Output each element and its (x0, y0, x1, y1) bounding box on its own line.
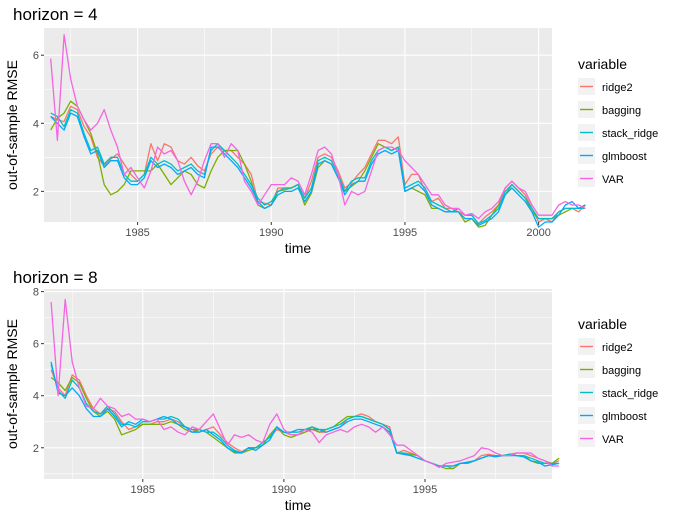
legend-label: stack_ridge (602, 388, 658, 400)
legend-label: VAR (602, 174, 624, 186)
series-line-VAR (50, 298, 560, 468)
series-line-bagging (50, 100, 586, 228)
legend-label: glmboost (602, 411, 647, 423)
chart-panel-2: horizon = 8 1985 1990 1995 2 4 6 8 time out-of-sa… (4, 268, 658, 513)
x-tick-label: 1990 (272, 484, 296, 496)
y-tick-label: 2 (33, 443, 39, 455)
y-tick-label: 4 (33, 118, 39, 130)
y-tick-label: 6 (33, 339, 39, 351)
legend-label: ridge2 (602, 342, 633, 354)
chart-title: horizon = 8 (13, 268, 98, 287)
x-tick-label: 1995 (393, 227, 417, 239)
legend-title: variable (578, 316, 627, 332)
x-tick-label: 1995 (413, 484, 437, 496)
chart-panel-1: horizon = 4 1985 1990 1995 2000 2 4 6 time out-of… (4, 5, 658, 256)
series-line-stack_ridge (50, 109, 586, 225)
y-tick-label: 6 (33, 50, 39, 62)
x-axis-title: time (285, 240, 312, 256)
x-tick-label: 1990 (259, 227, 283, 239)
y-axis-title: out-of-sample RMSE (4, 60, 20, 190)
legend-label: VAR (602, 434, 624, 446)
x-tick-label: 1985 (125, 227, 149, 239)
y-tick-label: 4 (33, 391, 39, 403)
x-axis-title: time (285, 497, 312, 513)
x-tick-label: 1985 (131, 484, 155, 496)
plot-background (44, 28, 552, 222)
legend-label: glmboost (602, 151, 647, 163)
legend-title: variable (578, 56, 627, 72)
y-tick-label: 2 (33, 186, 39, 198)
series-line-VAR (50, 34, 586, 220)
x-tick-label: 2000 (526, 227, 550, 239)
y-tick-label: 8 (33, 287, 39, 299)
legend-label: ridge2 (602, 82, 633, 94)
chart-title: horizon = 4 (13, 5, 98, 24)
legend-label: bagging (602, 105, 641, 117)
legend-label: stack_ridge (602, 128, 658, 140)
legend-label: bagging (602, 365, 641, 377)
y-axis-title: out-of-sample RMSE (4, 319, 20, 449)
